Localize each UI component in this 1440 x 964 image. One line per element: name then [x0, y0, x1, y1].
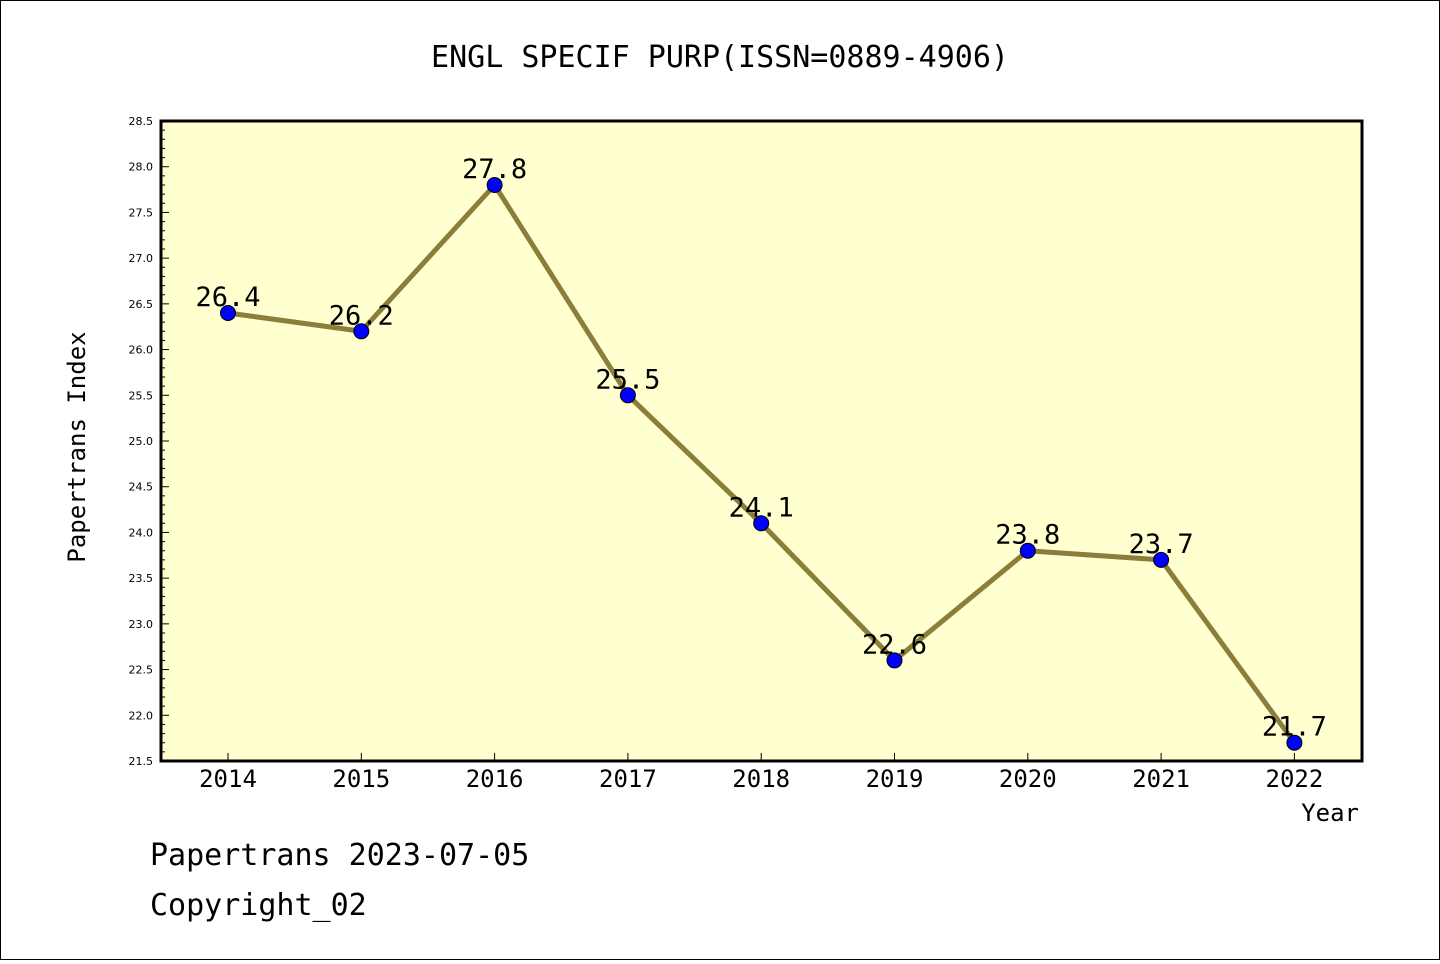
- y-tick-label: 27.5: [129, 206, 154, 219]
- y-tick-label: 27.0: [129, 252, 154, 265]
- y-tick-label: 22.5: [129, 664, 154, 677]
- data-point: [753, 515, 770, 532]
- y-tick-label: 22.0: [129, 709, 154, 722]
- x-tick-label: 2020: [999, 765, 1057, 793]
- y-tick-label: 28.5: [129, 115, 154, 128]
- x-axis: 2014 2015 2016 2017 2018 2019 2020 2021 2022: [199, 753, 1323, 793]
- y-tick-label: 23.0: [129, 618, 154, 631]
- data-label: 22.6: [862, 629, 927, 660]
- data-point: [619, 387, 636, 404]
- data-label: 25.5: [595, 364, 660, 395]
- series: 26.4 26.2 27.8 25.5 24.1 22.6 23.8 23.7 21.7: [195, 154, 1327, 751]
- data-label: 27.8: [462, 154, 527, 185]
- data-label: 26.4: [195, 282, 260, 313]
- plot-area: [159, 119, 1364, 763]
- x-tick-label: 2018: [732, 765, 790, 793]
- data-point: [486, 177, 503, 193]
- x-tick-label: 2022: [1266, 765, 1324, 793]
- x-tick-label: 2014: [199, 765, 257, 793]
- data-point: [886, 652, 903, 669]
- y-tick-label: 24.5: [129, 481, 154, 494]
- footer-copyright: Copyright_02: [150, 888, 367, 923]
- y-axis-label: Papertrans Index: [63, 331, 91, 562]
- chart-title: ENGL SPECIF PURP(ISSN=0889-4906): [431, 40, 1009, 75]
- data-point: [1286, 734, 1303, 751]
- y-tick-label: 23.5: [129, 572, 154, 585]
- x-axis-label: Year: [1301, 799, 1359, 827]
- x-tick-label: 2019: [866, 765, 924, 793]
- data-label: 23.8: [995, 520, 1060, 551]
- y-tick-label: 26.0: [129, 344, 154, 357]
- x-tick-label: 2016: [466, 765, 524, 793]
- y-tick-label: 26.5: [129, 298, 154, 311]
- y-tick-label: 25.5: [129, 389, 154, 402]
- data-label: 23.7: [1129, 529, 1194, 560]
- data-label: 24.1: [729, 492, 794, 523]
- y-tick-label: 25.0: [129, 435, 154, 448]
- footer-date: Papertrans 2023-07-05: [150, 838, 529, 873]
- y-tick-label: 24.0: [129, 526, 154, 539]
- data-label: 26.2: [329, 300, 394, 331]
- x-tick-label: 2017: [599, 765, 657, 793]
- data-point: [220, 305, 236, 321]
- data-label: 21.7: [1262, 712, 1327, 743]
- data-point: [1153, 551, 1170, 568]
- data-point: [353, 323, 370, 340]
- y-tick-label: 21.5: [129, 755, 154, 768]
- x-tick-label: 2015: [332, 765, 390, 793]
- y-axis: 21.5 22.0 22.5 23.0 23.5 24.0 24.5 25.0 25.5 26.0…: [129, 115, 169, 768]
- data-point: [1019, 542, 1036, 559]
- x-tick-label: 2021: [1132, 765, 1190, 793]
- y-tick-label: 28.0: [129, 161, 154, 174]
